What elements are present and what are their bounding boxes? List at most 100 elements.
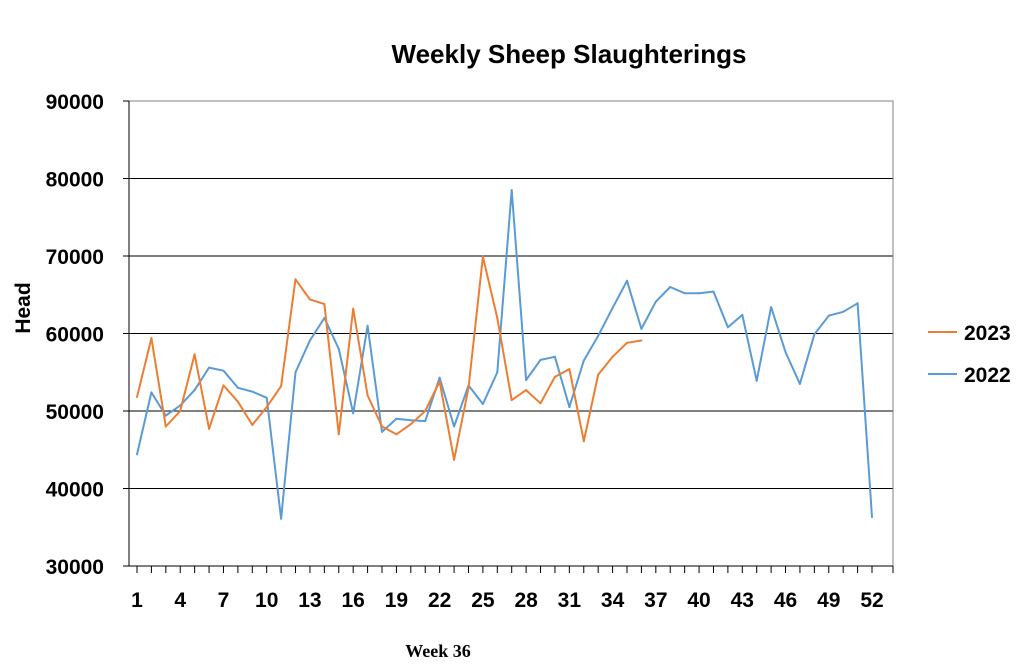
x-tick-label: 25 [471, 589, 495, 612]
data-point-2022 [654, 300, 657, 303]
data-point-2023 [280, 385, 283, 388]
data-point-2022 [409, 419, 412, 422]
y-axis: 30000 40000 50000 60000 70000 80000 90000 [46, 91, 130, 579]
x-tick-label: 28 [514, 589, 538, 612]
data-point-2023 [481, 255, 484, 258]
data-point-2022 [323, 317, 326, 319]
x-tick-label: 22 [428, 589, 451, 612]
data-point-2022 [453, 425, 456, 428]
data-point-2022 [395, 417, 398, 420]
data-point-2022 [337, 348, 340, 350]
data-point-2022 [381, 430, 383, 433]
data-point-2023 [265, 406, 268, 409]
data-point-2022 [438, 376, 441, 379]
data-point-2022 [539, 358, 542, 361]
data-point-2022 [164, 414, 167, 417]
data-point-2023 [381, 425, 383, 428]
y-tick-label: 90000 [46, 91, 104, 114]
data-point-2022 [568, 406, 571, 409]
data-point-2022 [136, 453, 138, 456]
legend-label-2023: 2023 [964, 322, 1011, 345]
legend-label-2022: 2022 [964, 364, 1011, 387]
chart-title: Weekly Sheep Slaughterings [392, 39, 747, 69]
data-point-2022 [726, 326, 729, 329]
data-point-2022 [611, 306, 614, 309]
legend: 2023 2022 [928, 322, 1011, 387]
x-tick-label: 19 [385, 589, 408, 612]
data-point-2023 [438, 380, 441, 383]
data-point-2023 [222, 384, 225, 387]
data-point-2023 [467, 386, 470, 389]
data-point-2022 [640, 327, 643, 330]
data-point-2022 [366, 324, 369, 327]
data-point-2022 [208, 366, 211, 369]
data-point-2022 [813, 333, 816, 336]
data-point-2022 [222, 369, 225, 372]
data-point-2022 [798, 382, 801, 385]
series-line-2022 [136, 189, 873, 520]
data-point-2023 [597, 373, 600, 376]
data-point-2022 [770, 306, 773, 309]
data-point-2022 [741, 313, 744, 316]
data-point-2023 [568, 368, 571, 371]
data-point-2022 [251, 390, 254, 393]
data-point-2022 [236, 386, 239, 389]
data-point-2022 [496, 371, 499, 374]
data-point-2022 [871, 516, 873, 519]
data-point-2022 [827, 314, 830, 317]
data-point-2022 [755, 379, 758, 382]
data-point-2023 [640, 339, 643, 342]
footer-note: Week 36 [405, 641, 471, 661]
data-point-2023 [611, 355, 614, 358]
data-point-2023 [164, 425, 167, 428]
x-tick-label: 37 [644, 589, 667, 612]
y-tick-label: 40000 [46, 479, 104, 502]
data-point-2023 [251, 423, 254, 426]
data-point-2023 [352, 307, 355, 310]
grid-lines [129, 100, 893, 489]
data-point-2023 [337, 433, 340, 436]
x-tick-label: 4 [174, 589, 186, 612]
y-tick-label: 80000 [46, 169, 104, 192]
x-tick-label: 10 [255, 589, 278, 612]
data-point-2023 [150, 337, 153, 340]
data-point-2023 [582, 440, 585, 443]
data-point-2023 [366, 394, 369, 397]
data-point-2022 [626, 279, 628, 282]
data-point-2022 [683, 292, 686, 295]
x-axis: 1 4 7 10 13 16 19 22 25 28 31 34 37 40 43 46 49 52 [129, 565, 894, 612]
data-point-2023 [179, 410, 182, 412]
x-tick-label: 40 [687, 589, 710, 612]
x-tick-label: 52 [860, 589, 883, 612]
data-point-2023 [294, 278, 297, 281]
data-point-2022 [525, 379, 528, 381]
data-point-2022 [582, 359, 585, 362]
data-point-2023 [525, 389, 528, 392]
data-point-2022 [280, 517, 283, 520]
data-point-2023 [136, 396, 138, 399]
y-tick-label: 30000 [46, 556, 104, 579]
x-tick-label: 49 [817, 589, 840, 612]
data-point-2023 [323, 303, 326, 306]
data-point-2022 [510, 189, 513, 192]
data-point-2022 [856, 302, 859, 305]
data-point-2022 [265, 396, 268, 399]
data-point-2023 [626, 341, 628, 344]
data-point-2023 [496, 317, 499, 319]
data-point-2022 [669, 286, 672, 288]
x-tick-label: 46 [774, 589, 797, 612]
data-point-2023 [424, 410, 427, 412]
data-point-2023 [208, 427, 211, 430]
data-point-2023 [193, 353, 196, 356]
data-point-2023 [395, 433, 398, 436]
data-point-2022 [481, 403, 484, 406]
y-tick-label: 60000 [46, 324, 104, 347]
data-point-2023 [510, 399, 513, 402]
x-tick-label: 31 [558, 589, 582, 612]
y-axis-label: Head [12, 282, 35, 333]
x-tick-label: 13 [298, 589, 321, 612]
data-point-2022 [698, 292, 701, 295]
data-point-2022 [352, 412, 355, 415]
data-point-2022 [294, 371, 297, 374]
x-tick-label: 43 [731, 589, 754, 612]
